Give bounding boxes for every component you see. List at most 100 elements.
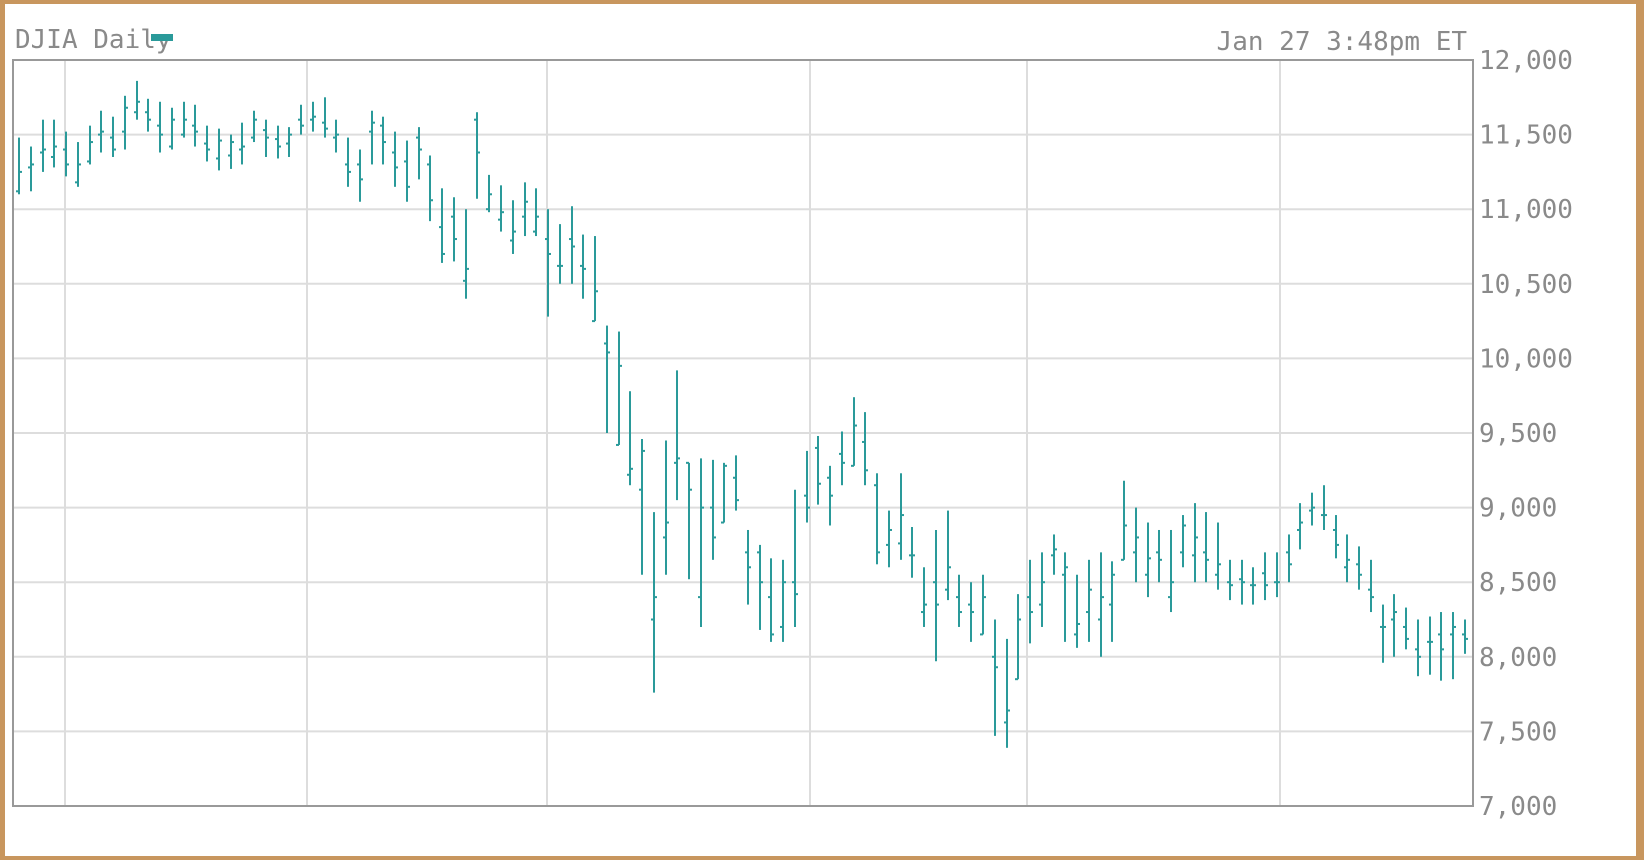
ohlc-bar [768, 558, 774, 642]
ohlc-bar [686, 461, 692, 580]
ohlc-bar [286, 127, 292, 157]
ohlc-bar [1415, 619, 1421, 677]
ohlc-bar [1051, 534, 1057, 575]
ohlc-bar [1121, 480, 1127, 561]
ohlc-bar [827, 465, 833, 526]
ohlc-bar [780, 559, 786, 642]
ohlc-bar [627, 391, 633, 486]
ohlc-bar [216, 128, 222, 171]
ohlc-bar [1004, 638, 1010, 748]
ohlc-bar [298, 104, 304, 135]
ohlc-bar [16, 137, 22, 195]
ohlc-bar [416, 127, 422, 180]
ohlc-bar [874, 473, 880, 565]
ohlc-bar [1133, 507, 1139, 583]
y-tick-label: 11,500 [1479, 121, 1573, 151]
y-tick-label: 11,000 [1479, 195, 1573, 225]
ohlc-bar [40, 119, 46, 172]
ohlc-bar [1062, 552, 1068, 642]
ohlc-bar [569, 206, 575, 284]
ohlc-bar [1356, 546, 1362, 590]
ohlc-bar [263, 119, 269, 157]
ohlc-bar [380, 116, 386, 165]
chart-grid [13, 60, 1473, 806]
ohlc-bar [604, 325, 610, 433]
ohlc-bar [651, 512, 657, 693]
ohlc-bar [745, 529, 751, 605]
ohlc-bar [1203, 512, 1209, 583]
plot-border [12, 59, 1474, 807]
ohlc-bar [1192, 503, 1198, 583]
ohlc-bar [486, 174, 492, 213]
ohlc-bar [275, 125, 281, 159]
ohlc-bar [51, 119, 57, 168]
ohlc-bar [1180, 515, 1186, 568]
ohlc-bar [792, 489, 798, 627]
ohlc-bar [134, 80, 140, 120]
ohlc-bar [1015, 594, 1021, 681]
y-tick-label: 10,500 [1479, 270, 1573, 300]
ohlc-bar [898, 473, 904, 560]
ohlc-bar [1156, 529, 1162, 583]
ohlc-bar [1427, 616, 1433, 675]
ohlc-bar [1321, 485, 1327, 530]
ohlc-bar [1274, 552, 1280, 598]
ohlc-bar [1391, 594, 1397, 657]
chart-frame: DJIA Daily Jan 27 3:48pm ET 12,000 11,500… [5, 4, 1636, 856]
ohlc-bar [1227, 559, 1233, 601]
ohlc-bar [1074, 574, 1080, 648]
y-tick-label: 9,500 [1479, 419, 1557, 449]
y-tick-label: 9,000 [1479, 494, 1557, 524]
ohlc-bar [75, 142, 81, 187]
ohlc-bar [815, 435, 821, 505]
ohlc-bar [992, 619, 998, 736]
ohlc-bar [886, 510, 892, 568]
ohlc-bar [345, 137, 351, 187]
ohlc-bar [357, 149, 363, 202]
ohlc-bar [909, 526, 915, 578]
ohlc-bar [181, 101, 187, 138]
ohlc-bar [251, 110, 257, 143]
ohlc-bar [710, 459, 716, 560]
y-tick-label: 10,000 [1479, 344, 1573, 374]
ohlc-bar [322, 97, 328, 138]
ohlc-bar [851, 397, 857, 467]
ohlc-bar [1380, 604, 1386, 663]
ohlc-bar [1344, 534, 1350, 583]
ohlc-bar [204, 125, 210, 162]
ohlc-bar [533, 188, 539, 237]
ohlc-bar [1027, 559, 1033, 644]
ohlc-bar [369, 110, 375, 165]
ohlc-bar [1286, 534, 1292, 583]
ohlc-bar [427, 155, 433, 222]
ohlc-bar [451, 197, 457, 262]
ohlc-bar [839, 431, 845, 486]
ohlc-bar [1215, 522, 1221, 590]
ohlc-bar [592, 236, 598, 323]
ohlc-bar [757, 544, 763, 630]
ohlc-bar [733, 455, 739, 511]
ohlc-bar [1297, 503, 1303, 550]
ohlc-bar [310, 101, 316, 132]
ohlc-bar [110, 116, 116, 157]
ohlc-bar [1438, 612, 1444, 681]
ohlc-bar [1450, 612, 1456, 680]
ohlc-bar [1262, 552, 1268, 601]
chart-timestamp: Jan 27 3:48pm ET [1217, 27, 1468, 57]
ohlc-bar [239, 122, 245, 165]
ohlc-bar [1368, 559, 1374, 613]
ohlc-bars [16, 80, 1468, 748]
ohlc-bar [28, 146, 34, 192]
ohlc-bar [169, 107, 175, 150]
ohlc-bar [392, 131, 398, 187]
ohlc-bar [545, 209, 551, 317]
ohlc-bar [1168, 529, 1174, 613]
ohlc-bar [1109, 561, 1115, 642]
ohlc-bar [921, 567, 927, 627]
y-tick-label: 8,500 [1479, 568, 1557, 598]
ohlc-bar [1333, 515, 1339, 559]
y-axis-ticks: 12,000 11,500 11,000 10,500 10,000 9,500 9,000… [1479, 46, 1573, 822]
ohlc-bar [698, 458, 704, 627]
ohlc-bar [1309, 492, 1315, 526]
ohlc-bar [1039, 552, 1045, 627]
